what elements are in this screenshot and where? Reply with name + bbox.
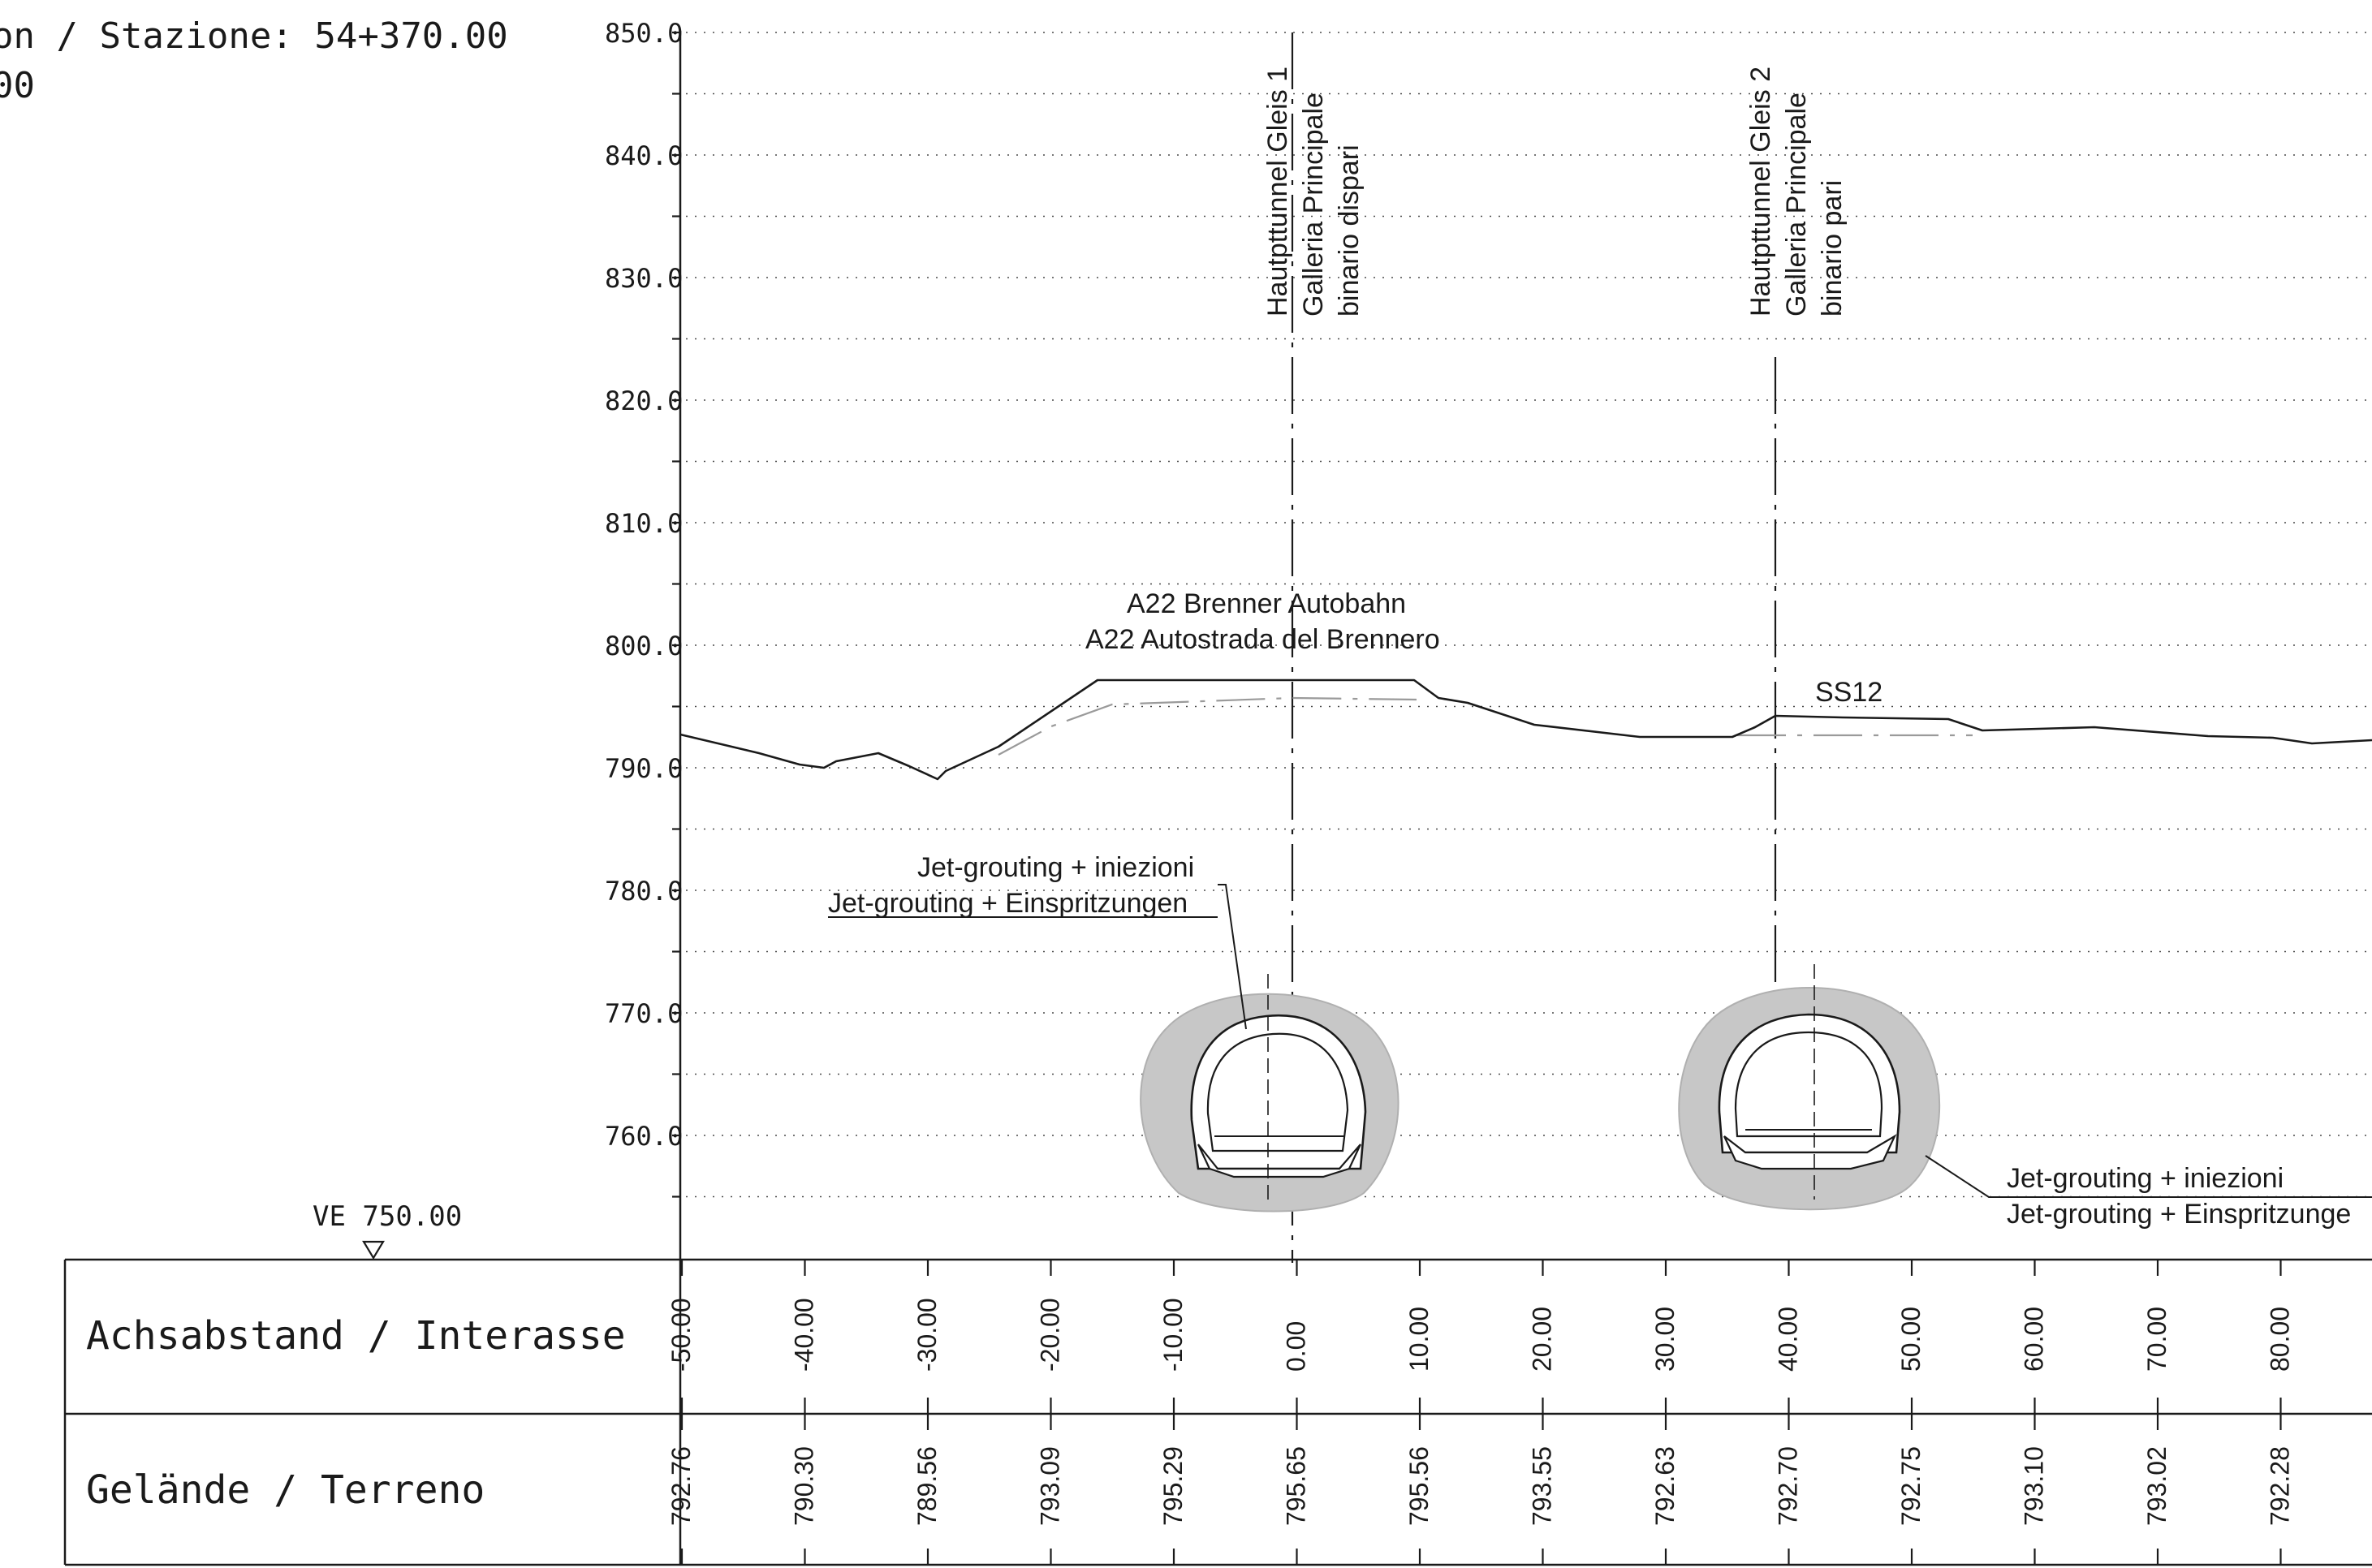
design-profile-line: [998, 696, 1973, 756]
elevation-label: 850.0: [605, 18, 683, 49]
terrain-value: 793.55: [1528, 1446, 1557, 1526]
offset-value: 30.00: [1650, 1307, 1680, 1372]
tunnel2-section: [1678, 964, 1941, 1211]
tunnel1-name: Hautpttunnel Gleis 1: [1262, 67, 1293, 317]
terrain-value: 793.09: [1036, 1446, 1065, 1526]
elevation-label: 840.0: [605, 140, 683, 171]
table-cells: -50.00 792.76 -40.00 790.30 -30.00 789.56 -20.…: [666, 1260, 2295, 1565]
terrain-value: 792.63: [1650, 1446, 1680, 1526]
tunnel2-track: binario pari: [1817, 180, 1848, 317]
tunnel1-invert: [1197, 1144, 1361, 1178]
offset-value: 70.00: [2142, 1307, 2171, 1372]
terrain-value: 792.28: [2266, 1446, 2295, 1526]
terrain-value: 793.02: [2142, 1446, 2171, 1526]
offset-value: -50.00: [666, 1298, 696, 1372]
elevation-labels: 850.0 840.0 830.0 820.0 810.0 800.0 790.0 780.0…: [605, 18, 683, 1198]
a22-label-it: A22 Autostrada del Brennero: [1085, 624, 1440, 655]
terrain-value: 793.10: [2020, 1446, 2049, 1526]
profile-table: [63, 1258, 2372, 1566]
terrain-value: 795.65: [1282, 1446, 1311, 1526]
terrain-profile-line: [679, 678, 2372, 781]
offset-value: 40.00: [1774, 1307, 1803, 1372]
grid-lines: [686, 32, 2372, 1198]
elevation-label: 790.0: [605, 753, 683, 784]
callout-right-line2: Jet-grouting + Einspritzunge: [2007, 1199, 2351, 1230]
callout-right-line1: Jet-grouting + iniezioni: [2007, 1163, 2284, 1194]
terrain-value: 795.56: [1404, 1446, 1434, 1526]
callout-left-line1: Jet-grouting + iniezioni: [917, 852, 1194, 883]
offset-value: -20.00: [1036, 1298, 1065, 1372]
tunnel2-invert: [1723, 1134, 1897, 1170]
elevation-label: 770.0: [605, 998, 683, 1029]
row-label-terrain: Gelände / Terreno: [86, 1467, 485, 1513]
a22-label-de: A22 Brenner Autobahn: [1127, 588, 1406, 619]
elevation-label: 810.0: [605, 508, 683, 539]
offset-value: -40.00: [790, 1298, 819, 1372]
tunnel2-italian: Galleria Principale: [1781, 93, 1812, 317]
offset-value: 50.00: [1896, 1307, 1926, 1372]
tunnel1-italian: Galleria Principale: [1298, 93, 1329, 317]
station-label: on / Stazione: 54+370.00: [0, 15, 508, 57]
row-label-offset: Achsabstand / Interasse: [86, 1313, 626, 1359]
tunnel-label-track1: Hautpttunnel Gleis 1 Galleria Principale…: [1262, 67, 1365, 317]
offset-value: 60.00: [2020, 1307, 2049, 1372]
tunnel-label-track2: Hautpttunnel Gleis 2 Galleria Principale…: [1745, 67, 1848, 317]
scale-label: 00: [0, 65, 35, 106]
elevation-label: 800.0: [605, 631, 683, 661]
offset-value: -10.00: [1158, 1298, 1188, 1372]
terrain-value: 790.30: [790, 1446, 819, 1526]
reference-level-label: VE 750.00: [313, 1200, 462, 1233]
offset-value: 80.00: [2266, 1307, 2295, 1372]
offset-value: -30.00: [912, 1298, 942, 1372]
offset-value: 10.00: [1404, 1307, 1434, 1372]
ss12-label: SS12: [1815, 677, 1883, 708]
callout-right-leader: [1925, 1155, 2372, 1198]
elevation-label: 820.0: [605, 386, 683, 416]
elevation-label: 760.0: [605, 1121, 683, 1152]
elevation-label: 830.0: [605, 263, 683, 294]
offset-value: 20.00: [1528, 1307, 1557, 1372]
tunnel2-inner-lining: [1734, 1031, 1883, 1138]
elevation-label: 780.0: [605, 876, 683, 907]
terrain-value: 795.29: [1158, 1446, 1188, 1526]
tunnel1-section: [1140, 974, 1399, 1213]
tunnel1-track: binario dispari: [1334, 144, 1365, 317]
tunnel1-inner-lining: [1206, 1032, 1349, 1152]
terrain-value: 789.56: [912, 1446, 942, 1526]
callout-left-leader: [828, 884, 1247, 1030]
reference-level-triangle-icon: [362, 1240, 385, 1260]
offset-value: 0.00: [1282, 1321, 1311, 1372]
tunnel2-name: Hautpttunnel Gleis 2: [1745, 67, 1776, 317]
terrain-value: 792.70: [1774, 1446, 1803, 1526]
callout-left-line2: Jet-grouting + Einspritzungen: [828, 888, 1188, 919]
terrain-value: 792.76: [666, 1446, 696, 1526]
terrain-value: 792.75: [1896, 1446, 1926, 1526]
